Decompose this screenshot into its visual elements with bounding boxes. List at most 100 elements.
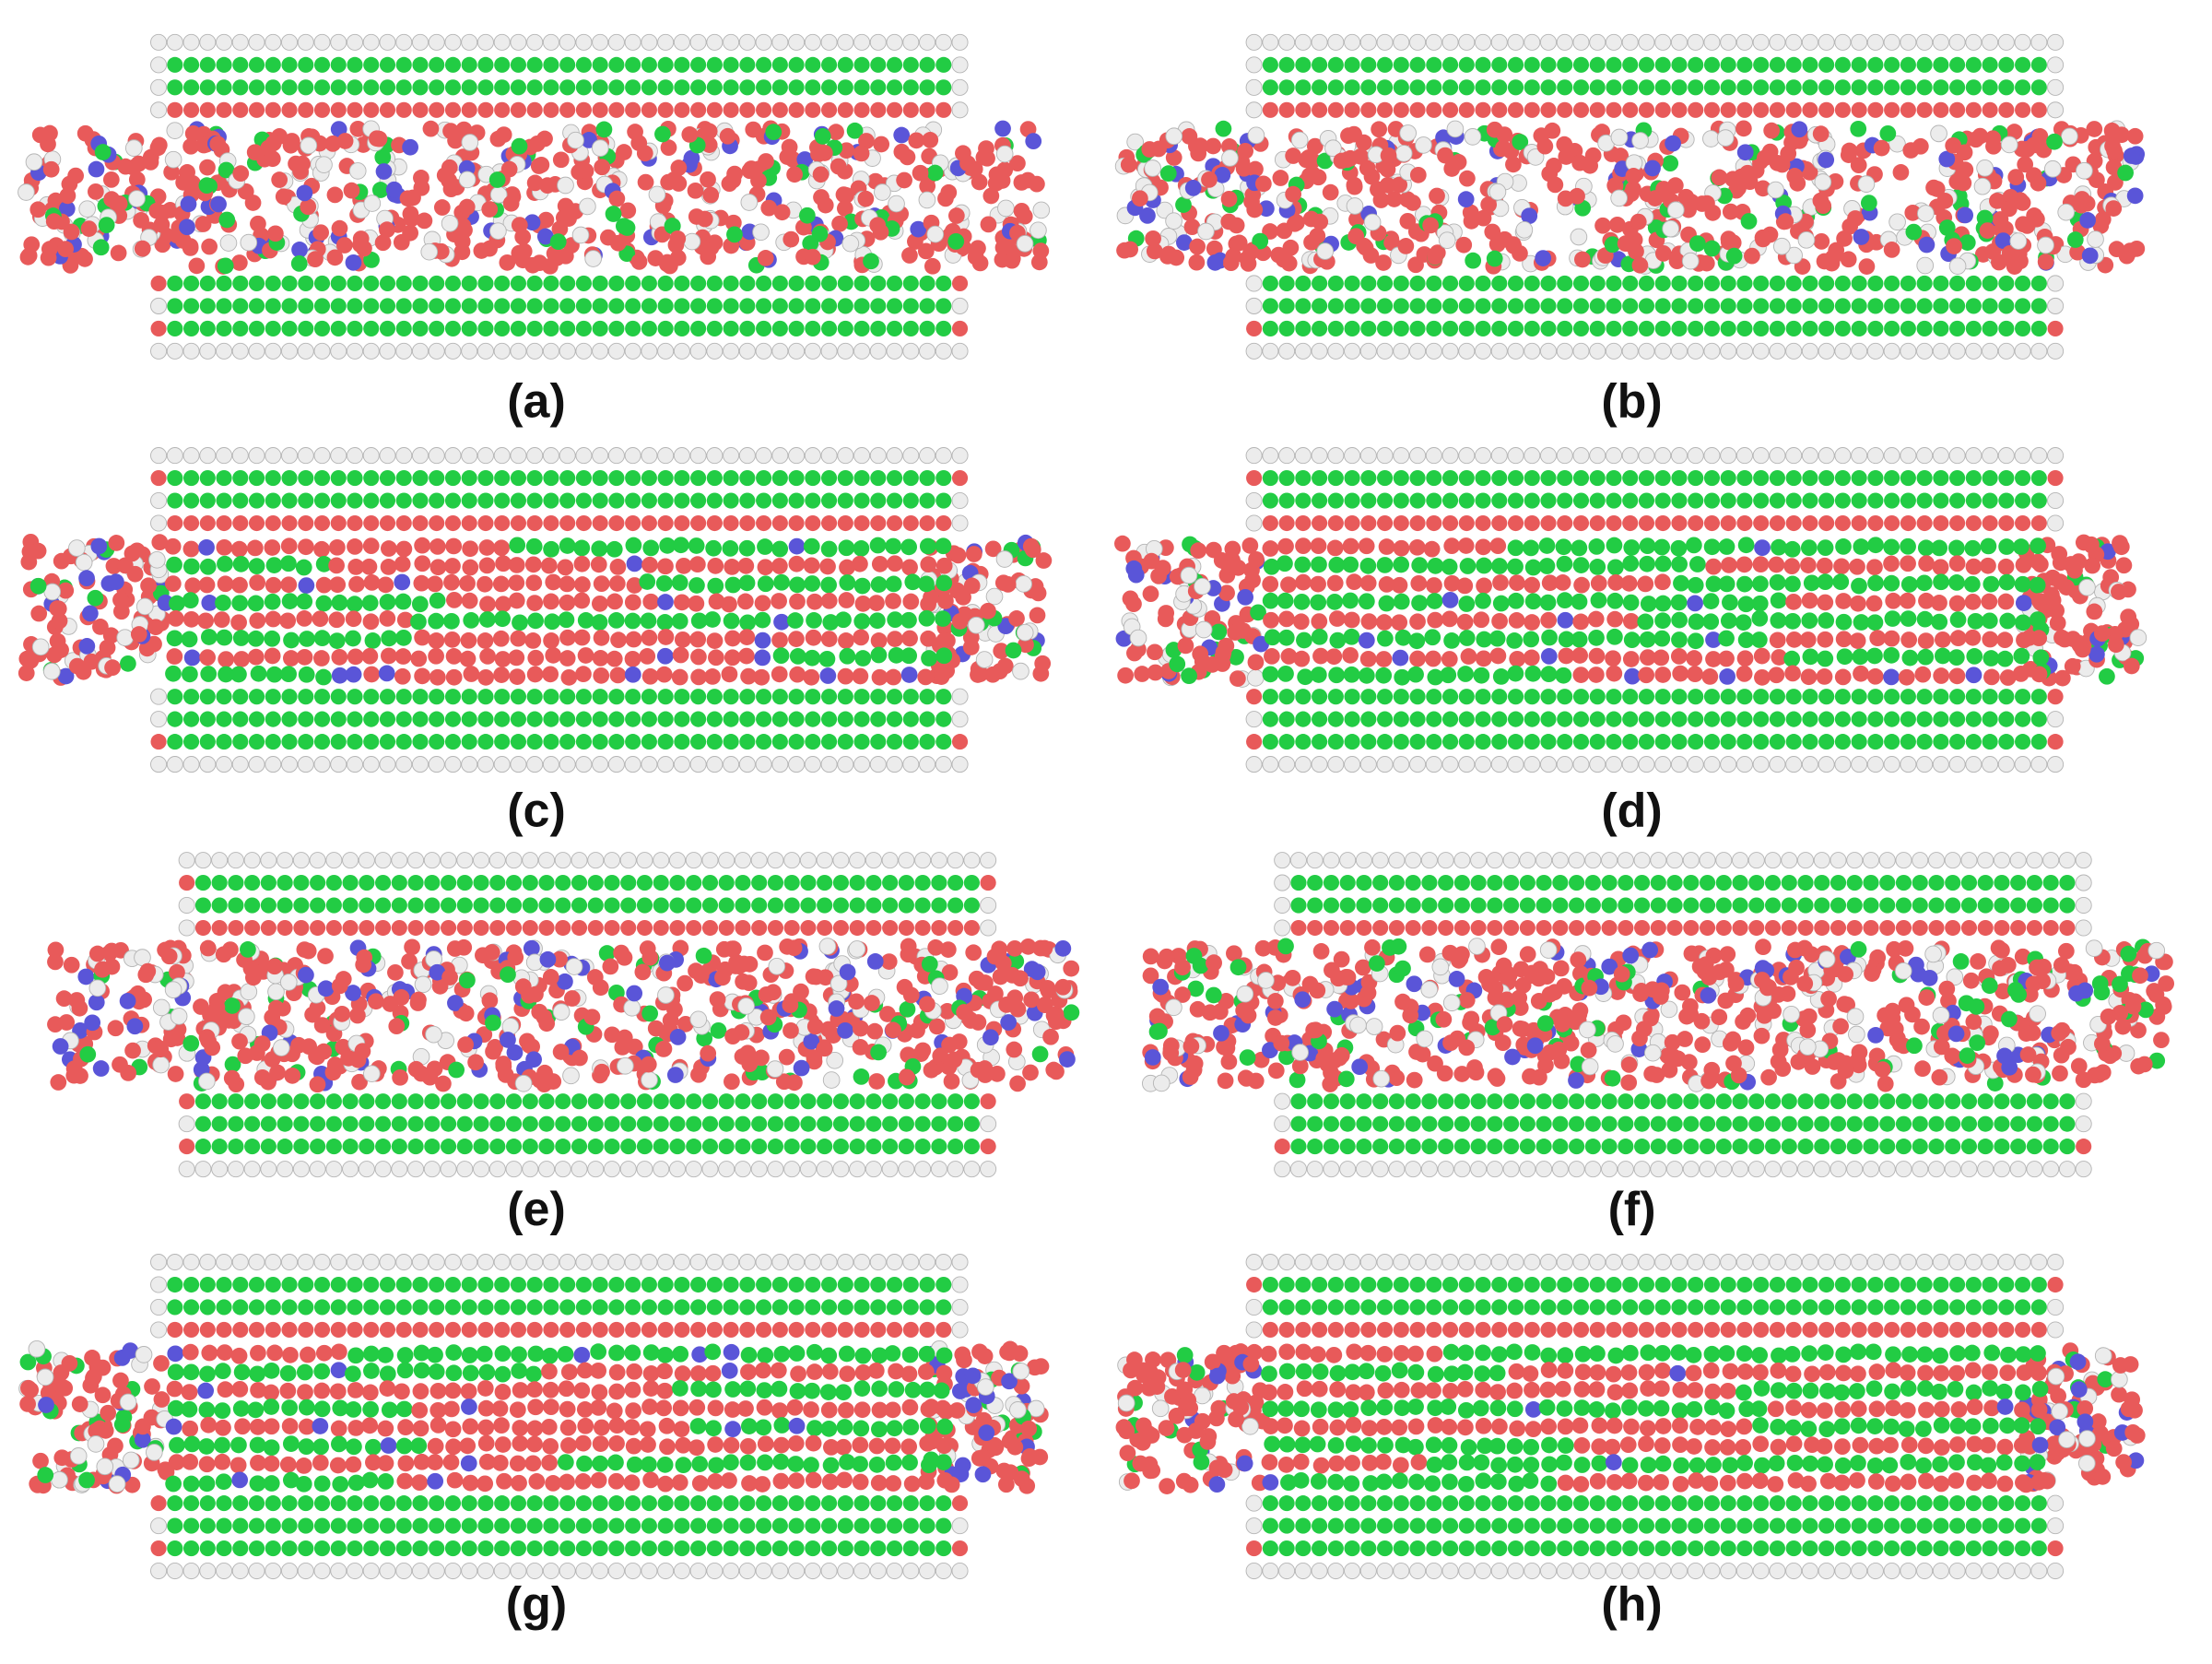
atom [526,101,543,118]
atom [167,275,183,292]
atom [232,734,249,750]
atom [199,649,217,667]
atom [1630,213,1647,230]
atom [673,342,690,360]
atom [1278,275,1295,292]
atom [298,298,314,314]
atom [937,190,954,207]
atom [985,587,1004,606]
atom [559,492,576,509]
atom [902,101,919,118]
atom [820,447,838,465]
atom [869,756,887,773]
atom [411,33,429,51]
atom [364,632,382,649]
atom [1834,447,1852,465]
atom [1139,207,1156,224]
atom [1409,342,1427,360]
atom [395,689,412,705]
atom [184,577,202,595]
atom [641,275,657,292]
atom [232,689,249,705]
atom [1473,667,1490,684]
atom [1802,79,1818,96]
atom [837,342,854,360]
atom [2014,575,2031,593]
atom [1409,514,1426,532]
atom [935,469,952,487]
atom [92,1060,110,1077]
atom [886,447,903,465]
atom [445,537,463,555]
atom [559,320,576,336]
atom [29,577,47,595]
atom [1246,469,1263,487]
atom [575,447,593,465]
atom [803,537,820,555]
atom [194,897,211,914]
atom [591,595,608,612]
atom [870,298,887,314]
atom [463,612,480,629]
atom [868,595,885,611]
atom [1556,756,1573,773]
atom [1918,555,1935,572]
atom [562,1067,580,1085]
atom [1523,649,1540,667]
atom [817,897,833,914]
atom [1475,447,1492,465]
atom [296,593,313,610]
atom [379,79,396,96]
atom [265,492,281,509]
atom [2030,514,2047,532]
atom [772,647,790,665]
atom [1540,689,1557,705]
atom [773,204,791,221]
atom [1328,667,1345,684]
atom [723,469,739,487]
atom [1998,101,2015,118]
atom [1705,558,1723,575]
atom [559,469,576,487]
atom [935,610,951,627]
atom [657,492,674,509]
atom [1867,79,1884,96]
atom [688,595,705,612]
atom [641,33,658,51]
atom [1508,612,1525,629]
atom [1933,492,1949,509]
atom [380,559,397,575]
atom [542,666,559,683]
atom [1409,320,1426,336]
atom [641,667,659,685]
atom [1344,342,1361,360]
atom [1703,33,1721,51]
atom [1486,250,1503,267]
atom [1572,298,1590,314]
atom [1622,651,1640,667]
atom [575,666,592,683]
atom [706,320,723,336]
atom [1572,447,1590,465]
atom [538,897,555,914]
atom [444,33,462,51]
atom [1557,492,1573,509]
atom [1557,298,1573,314]
atom [395,275,412,292]
atom [379,734,396,750]
atom [559,650,576,667]
atom [182,689,200,705]
atom [1834,469,1851,487]
atom [739,469,756,487]
atom [182,447,200,465]
atom [919,689,935,705]
atom [379,342,396,360]
atom [462,540,478,558]
atom [1973,177,1992,195]
atom [1639,537,1656,555]
atom [738,539,756,557]
atom [231,576,248,594]
atom [558,611,575,629]
atom [805,275,821,292]
atom [179,875,195,891]
